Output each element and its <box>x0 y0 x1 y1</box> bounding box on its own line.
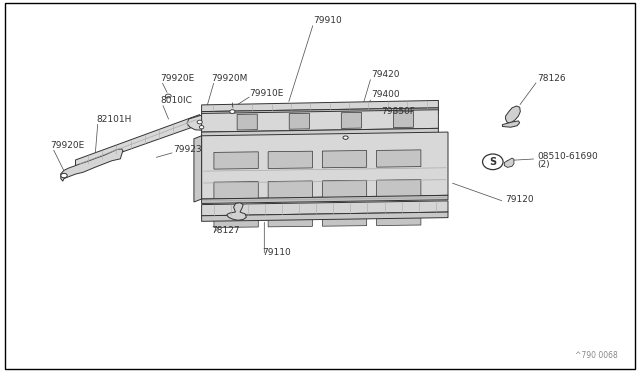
Polygon shape <box>202 195 448 203</box>
Polygon shape <box>202 212 448 221</box>
Polygon shape <box>506 106 520 124</box>
Text: 79920M: 79920M <box>211 74 248 83</box>
Polygon shape <box>202 108 438 117</box>
Ellipse shape <box>343 136 348 140</box>
Polygon shape <box>502 121 520 127</box>
Text: 79920E: 79920E <box>50 141 84 150</box>
Text: 79110: 79110 <box>262 248 291 257</box>
Text: 8010lC: 8010lC <box>160 96 192 105</box>
Polygon shape <box>202 128 438 140</box>
Polygon shape <box>376 208 421 225</box>
Text: 78127: 78127 <box>211 226 240 235</box>
Polygon shape <box>214 152 259 169</box>
Text: 79910E: 79910E <box>250 89 284 97</box>
Polygon shape <box>61 149 123 181</box>
Ellipse shape <box>165 94 172 98</box>
Polygon shape <box>214 182 259 199</box>
Polygon shape <box>268 209 312 227</box>
Ellipse shape <box>197 120 202 124</box>
Polygon shape <box>376 180 421 197</box>
Polygon shape <box>202 201 448 216</box>
Text: 79120: 79120 <box>506 195 534 203</box>
Polygon shape <box>341 112 362 128</box>
Ellipse shape <box>230 110 235 113</box>
Text: 79923: 79923 <box>173 145 202 154</box>
Text: 08510-61690: 08510-61690 <box>538 152 598 161</box>
Polygon shape <box>202 132 448 199</box>
Text: 82101H: 82101H <box>96 115 131 124</box>
Polygon shape <box>237 114 257 130</box>
Polygon shape <box>202 110 438 132</box>
Text: 79420: 79420 <box>371 70 400 79</box>
Polygon shape <box>268 151 312 169</box>
Polygon shape <box>214 210 259 228</box>
Polygon shape <box>323 209 367 226</box>
Polygon shape <box>194 136 202 202</box>
Text: ^790 0068: ^790 0068 <box>575 351 618 360</box>
Ellipse shape <box>483 154 503 170</box>
Text: (2): (2) <box>538 160 550 169</box>
Polygon shape <box>76 115 200 169</box>
Polygon shape <box>376 150 421 167</box>
Polygon shape <box>202 100 438 112</box>
Text: 79850F: 79850F <box>381 107 415 116</box>
Text: 78126: 78126 <box>538 74 566 83</box>
Polygon shape <box>187 113 212 130</box>
Polygon shape <box>504 158 514 167</box>
Polygon shape <box>323 180 367 198</box>
Polygon shape <box>323 151 367 168</box>
Text: S: S <box>489 157 497 167</box>
Text: 79920E: 79920E <box>160 74 195 83</box>
Polygon shape <box>289 113 309 129</box>
Polygon shape <box>227 203 246 220</box>
Polygon shape <box>394 112 413 128</box>
Text: 79400: 79400 <box>371 90 400 99</box>
Ellipse shape <box>61 173 67 178</box>
Polygon shape <box>268 181 312 198</box>
Ellipse shape <box>200 126 204 129</box>
Text: 79910: 79910 <box>314 16 342 25</box>
